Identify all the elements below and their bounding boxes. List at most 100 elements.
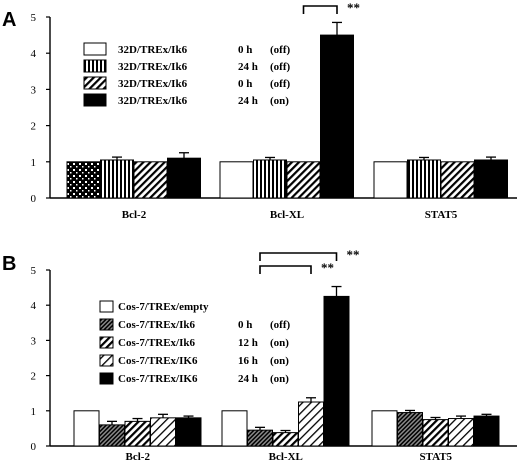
category-labels: Bcl-2 Bcl-XL STAT5	[126, 451, 453, 463]
legend-time: 0 h	[238, 78, 252, 90]
bar	[253, 159, 287, 199]
bar	[474, 159, 508, 199]
y-tick-label: 4	[31, 300, 37, 312]
error-bar	[332, 21, 342, 36]
legend-time: 24 h	[238, 61, 258, 73]
bar	[286, 161, 321, 199]
error-bar	[405, 409, 415, 413]
bars	[73, 285, 500, 447]
panel-letter-a: A	[2, 9, 16, 31]
legend-time: 0 h	[238, 319, 252, 331]
legend-item: 32D/TREx/Ik6 0 h (off)	[83, 76, 290, 90]
bar	[124, 420, 151, 447]
category-label: STAT5	[419, 451, 452, 463]
bar	[320, 34, 354, 199]
legend-time: 16 h	[238, 355, 258, 367]
legend-swatch	[83, 93, 107, 107]
error-bar	[280, 429, 291, 433]
legend-swatch	[83, 42, 107, 56]
y-tick-label: 1	[31, 406, 37, 418]
category-labels: Bcl-2 Bcl-XL STAT5	[122, 209, 458, 221]
bar	[133, 161, 168, 199]
y-tick-label: 2	[31, 371, 37, 383]
significance-label: **	[347, 247, 360, 262]
significance-bracket	[259, 265, 312, 274]
error-bar	[486, 156, 496, 160]
legend-series-name: 32D/TREx/Ik6	[118, 61, 188, 73]
legend-item: 32D/TREx/Ik6 24 h (on)	[83, 93, 289, 107]
legend-state: (on)	[270, 337, 289, 349]
legend-series-name: Cos-7/TREx/Ik6	[118, 337, 196, 349]
significance-markers: **	[302, 0, 360, 15]
error-bar	[183, 415, 194, 418]
bar	[473, 415, 500, 447]
error-bar	[179, 152, 189, 159]
error-bar	[265, 156, 275, 160]
y-tick-label: 0	[31, 193, 37, 205]
y-tick-label: 4	[31, 48, 37, 60]
y-tick-label: 3	[31, 84, 37, 96]
legend-series-name: Cos-7/TREx/IK6	[118, 373, 198, 385]
bar	[397, 412, 423, 447]
legend-item: 32D/TREx/Ik6 0 h (off)	[83, 42, 290, 56]
category-label: Bcl-2	[126, 451, 151, 463]
error-bar	[456, 415, 466, 419]
panel-a: A 0 1 2 3 4 5 Bcl-2 Bcl-XL STAT5 ** 32D/TREx/Ik…	[2, 0, 517, 221]
legend-state: (off)	[270, 61, 290, 73]
error-bar	[481, 413, 492, 417]
error-bar	[107, 420, 117, 425]
error-bar	[331, 285, 342, 297]
bar	[247, 429, 273, 447]
error-bar	[255, 426, 265, 431]
bar	[323, 295, 350, 447]
error-bar	[112, 156, 122, 160]
legend-state: (on)	[270, 95, 289, 107]
y-tick-label: 5	[31, 265, 37, 277]
y-tick-label: 1	[31, 157, 37, 169]
legend-state: (on)	[270, 373, 289, 385]
bar	[221, 410, 248, 447]
legend-item: Cos-7/TREx/Ik6 12 h (on)	[99, 336, 289, 349]
significance-label: **	[347, 0, 360, 15]
legend-item: Cos-7/TREx/IK6 16 h (on)	[99, 354, 289, 367]
bar	[272, 432, 299, 447]
bars	[66, 21, 508, 199]
significance-bracket	[302, 5, 338, 14]
significance-markers: ** **	[259, 247, 360, 275]
error-bar	[158, 413, 168, 418]
bar	[440, 161, 475, 199]
legend-swatch	[83, 59, 107, 73]
bar	[66, 161, 101, 199]
significance-bracket	[259, 252, 338, 261]
legend-time: 0 h	[238, 44, 252, 56]
legend-time: 24 h	[238, 95, 258, 107]
legend-item: Cos-7/TREx/IK6 24 h (on)	[99, 372, 289, 385]
significance-label: **	[321, 260, 334, 275]
legend-series-name: 32D/TREx/Ik6	[118, 95, 188, 107]
legend-state: (off)	[270, 44, 290, 56]
legend-swatch	[99, 318, 114, 331]
bar	[150, 417, 176, 447]
bar	[99, 424, 125, 447]
error-bar	[132, 417, 143, 422]
legend-time: 24 h	[238, 373, 258, 385]
bar	[373, 161, 408, 199]
legend-series-name: Cos-7/TREx/IK6	[118, 355, 198, 367]
panel-b: B 0 1 2 3 4 5 Bcl-2 Bcl-XL STAT5 ** ** Cos-7/TRE…	[2, 247, 517, 463]
bar	[219, 161, 254, 199]
bar	[371, 410, 398, 447]
legend: 32D/TREx/Ik6 0 h (off) 32D/TREx/Ik6 24 h (off…	[83, 42, 290, 107]
y-tick-label: 2	[31, 121, 37, 133]
legend-series-name: Cos-7/TREx/empty	[118, 301, 209, 313]
bar	[298, 401, 324, 447]
category-label: Bcl-XL	[270, 209, 304, 221]
error-bar	[306, 397, 316, 402]
bar	[175, 417, 202, 447]
panel-letter-b: B	[2, 253, 16, 275]
legend-swatch	[99, 336, 114, 349]
y-ticks: 0 1 2 3 4 5	[31, 12, 50, 205]
legend-item: 32D/TREx/Ik6 24 h (off)	[83, 59, 290, 73]
legend-series-name: 32D/TREx/Ik6	[118, 44, 188, 56]
category-label: Bcl-XL	[269, 451, 303, 463]
